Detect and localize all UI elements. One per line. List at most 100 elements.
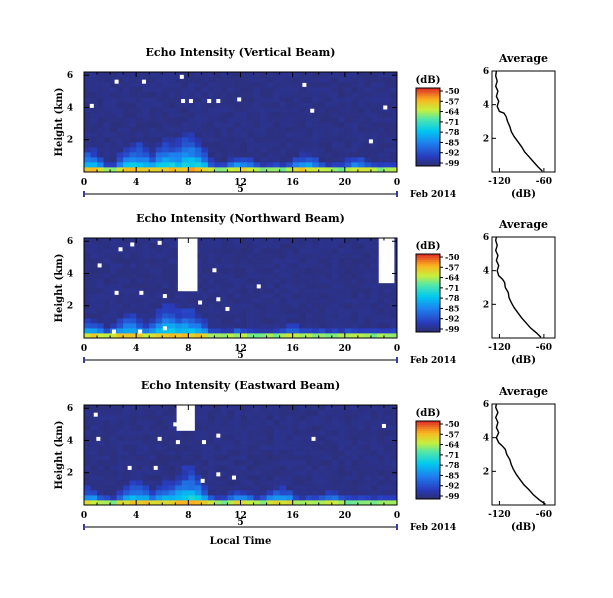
heatmap-cell [142,132,150,138]
heatmap-cell [253,273,261,279]
heatmap-cell [357,495,365,501]
heatmap-cell [279,142,287,148]
heatmap-cell [97,238,104,244]
heatmap-cell [390,283,398,289]
heatmap-cell [260,248,267,254]
heatmap-cell [357,82,365,88]
heatmap-cell [351,137,359,143]
colorbar-segment [416,428,440,432]
heatmap-cell [220,147,228,153]
x-tick-label: 4 [133,344,139,354]
heatmap-cell [84,87,91,93]
heatmap-cell [168,258,176,264]
heatmap-cell [84,127,91,133]
heatmap-cell [240,127,248,133]
heatmap-cell [338,318,346,324]
heatmap-cell [247,97,254,103]
heatmap-cell [136,333,144,339]
heatmap-cell [305,97,313,103]
heatmap-cell [305,430,313,436]
heatmap-cell [273,152,281,158]
heatmap-cell [103,293,111,299]
heatmap-cell [110,430,118,436]
heatmap-cell [155,77,163,83]
heatmap-cell [142,313,150,319]
heatmap-cell [383,318,391,324]
heatmap-cell [188,480,196,486]
heatmap-cell [240,298,248,304]
heatmap-cell [318,328,326,334]
heatmap-cell [351,142,359,148]
heatmap-cell [247,410,254,416]
heatmap-cell [110,318,118,324]
heatmap-cell [168,410,176,416]
heatmap-cell [338,333,346,339]
heatmap-cell [344,238,352,244]
heatmap-cell [123,117,131,123]
heatmap-cell [370,440,378,446]
heatmap-cell [240,258,248,264]
heatmap-cell [175,147,183,153]
heatmap-cell [299,313,307,319]
y-tick-label: 2 [67,302,73,312]
heatmap-cell [84,147,91,153]
heatmap-cell [162,97,170,103]
heatmap-cell [129,77,137,83]
heatmap-cell [90,440,98,446]
heatmap-cell [383,82,391,88]
heatmap-cell [116,440,124,446]
heatmap-cell [260,500,267,506]
heatmap-cell [364,420,372,426]
heatmap-cell [299,298,307,304]
heatmap-cell [325,107,333,113]
heatmap-cell [286,127,294,133]
heatmap-cell [214,435,222,441]
heatmap-cell [129,102,137,108]
heatmap-cell [227,152,235,158]
heatmap-cell [90,470,98,476]
heatmap-cell [103,97,111,103]
heatmap-cell [253,470,261,476]
heatmap-cell [351,122,359,128]
heatmap-cell [260,465,267,471]
heatmap-cell [260,122,267,128]
heatmap-cell [233,495,241,501]
heatmap-cell [123,298,131,304]
heatmap-cell [103,117,111,123]
heatmap-cell [312,410,320,416]
heatmap-cell [351,87,359,93]
heatmap-cell [292,77,300,83]
heatmap-cell [351,328,359,334]
heatmap-cell [390,323,398,329]
x-tick-label: 4 [133,511,139,521]
heatmap-cell [357,293,365,299]
heatmap-cell [207,278,215,284]
heatmap-cell [207,77,215,83]
heatmap-cell [227,288,235,294]
heatmap-cell [344,152,352,158]
heatmap-cell [240,490,248,496]
heatmap-cell [351,97,359,103]
heatmap-cell [97,465,104,471]
heatmap-cell [357,243,365,249]
heatmap-cell [312,455,320,461]
heatmap-cell [292,440,300,446]
profile-y-tick-label: 2 [483,134,489,144]
heatmap-cell [357,258,365,264]
heatmap-cell [370,460,378,466]
heatmap-cell [168,303,176,309]
heatmap-cell [227,410,235,416]
heatmap-cell [370,273,378,279]
heatmap-cell [286,450,294,456]
heatmap-cell [168,480,176,486]
profile-line [494,70,543,172]
heatmap-cell [123,253,131,259]
heatmap-cell [162,435,170,441]
heatmap-cell [299,333,307,339]
heatmap-cell [220,460,228,466]
heatmap-cell [338,117,346,123]
heatmap-cell [227,313,235,319]
heatmap-cell [103,410,111,416]
heatmap-cell [286,268,294,274]
heatmap-cell [247,92,254,98]
